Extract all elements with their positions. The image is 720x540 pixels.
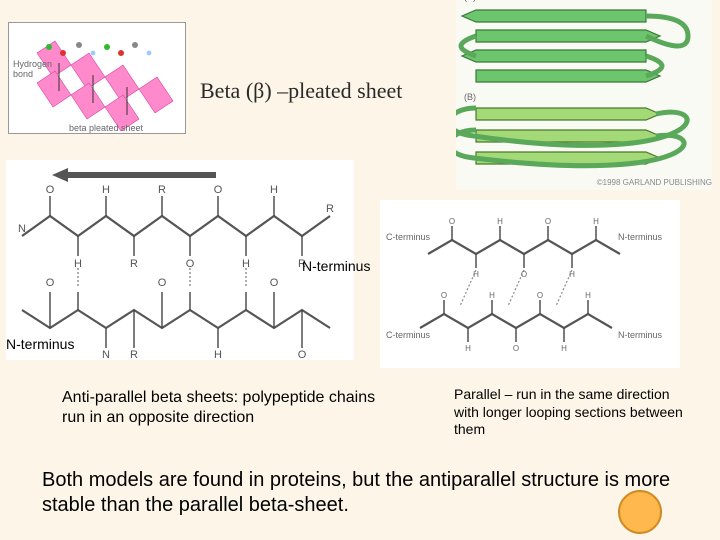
svg-text:O: O (545, 217, 551, 226)
svg-text:R: R (326, 203, 334, 215)
svg-text:O: O (46, 277, 55, 289)
svg-text:H: H (497, 217, 503, 226)
accent-circle-icon (618, 490, 662, 534)
svg-text:H: H (465, 344, 471, 353)
n-terminus-label-top: N-terminus (302, 258, 370, 274)
arrow-diagram-panel: (A) (B) (456, 0, 712, 190)
n-terminus-label-bottom: N-terminus (6, 336, 74, 352)
svg-text:N-terminus: N-terminus (618, 232, 663, 242)
svg-text:O: O (521, 270, 527, 279)
svg-text:O: O (158, 277, 167, 289)
svg-text:H: H (214, 349, 222, 360)
pleated-sheet-thumbnail: Hydrogen bond beta pleated sheet (8, 22, 186, 134)
copyright-text: ©1998 GARLAND PUBLISHING (597, 178, 712, 187)
svg-text:H: H (569, 270, 575, 279)
antiparallel-description: Anti-parallel beta sheets: polypeptide c… (62, 388, 402, 428)
parallel-description: Parallel – run in the same direction wit… (454, 386, 688, 439)
panel-a-label: (A) (464, 0, 476, 2)
panel-b-label: (B) (464, 92, 476, 102)
svg-text:O: O (513, 344, 519, 353)
antiparallel-arrows-icon (461, 10, 688, 82)
svg-text:H: H (270, 184, 278, 196)
parallel-structure-svg: C-terminus N-terminus C-terminus N-termi… (380, 200, 680, 368)
bottom-summary: Both models are found in proteins, but t… (42, 468, 682, 518)
svg-text:bond: bond (13, 69, 33, 79)
svg-text:H: H (473, 270, 479, 279)
svg-text:R: R (158, 184, 166, 196)
svg-text:C-terminus: C-terminus (386, 330, 431, 340)
svg-text:O: O (441, 291, 447, 300)
svg-text:O: O (214, 184, 223, 196)
slide-title: Beta (β) –pleated sheet (200, 78, 402, 104)
parallel-arrows-icon (456, 108, 687, 166)
pleated-sheet-svg: Hydrogen bond beta pleated sheet (9, 23, 187, 135)
parallel-structure: C-terminus N-terminus C-terminus N-termi… (380, 200, 680, 368)
svg-text:O: O (537, 291, 543, 300)
svg-text:H: H (489, 291, 495, 300)
arrow-diagram-svg: (A) (B) (456, 0, 712, 190)
svg-text:N-terminus: N-terminus (618, 330, 663, 340)
svg-text:R: R (130, 258, 138, 270)
svg-text:C-terminus: C-terminus (386, 232, 431, 242)
svg-text:O: O (270, 277, 279, 289)
svg-text:H: H (593, 217, 599, 226)
svg-text:O: O (449, 217, 455, 226)
svg-text:O: O (298, 349, 307, 360)
svg-text:H: H (585, 291, 591, 300)
svg-text:R: R (130, 349, 138, 360)
svg-text:Hydrogen: Hydrogen (13, 59, 52, 69)
svg-text:beta pleated sheet: beta pleated sheet (69, 123, 144, 133)
svg-text:N: N (18, 223, 26, 235)
svg-text:H: H (561, 344, 567, 353)
svg-text:H: H (102, 184, 110, 196)
